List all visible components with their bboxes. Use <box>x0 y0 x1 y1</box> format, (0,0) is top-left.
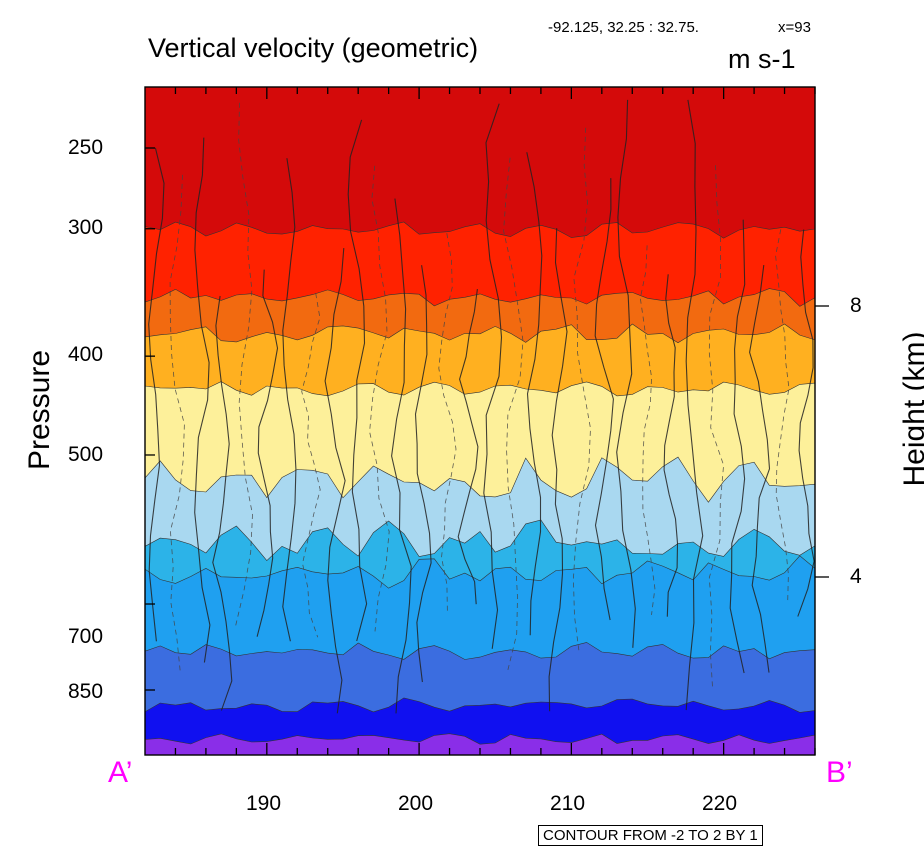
contour-info-box: CONTOUR FROM -2 TO 2 BY 1 <box>538 825 763 846</box>
contour-line <box>414 265 432 683</box>
contour-line <box>503 157 524 671</box>
contour-band <box>145 756 815 760</box>
cross-section-end-label: B’ <box>826 756 853 789</box>
pressure-tick-label: 400 <box>68 343 104 366</box>
contour-line <box>457 289 479 605</box>
contour-line <box>708 165 725 691</box>
contour-band <box>145 733 815 755</box>
filled-contour-bands <box>145 87 815 760</box>
contour-line <box>797 229 815 617</box>
axis-ticks <box>145 87 829 755</box>
contour-line <box>148 147 165 642</box>
contour-line <box>235 102 253 627</box>
contour-line <box>572 127 591 654</box>
contour-line <box>729 219 746 674</box>
contour-line <box>594 178 614 621</box>
contour-line <box>169 174 185 674</box>
height-axis-label: Height (km) <box>898 331 924 487</box>
contour-line <box>391 198 412 714</box>
contour-line <box>616 99 636 648</box>
x-tick-label: 220 <box>702 792 738 815</box>
pressure-tick-label: 700 <box>68 625 104 648</box>
contour-line <box>212 295 233 711</box>
contour-line <box>369 165 390 632</box>
contour-line <box>663 274 679 617</box>
x-tick-label: 190 <box>246 792 282 815</box>
pressure-tick-label: 250 <box>68 136 104 159</box>
contour-lines <box>148 99 815 714</box>
contour-line <box>282 158 297 642</box>
contour-line <box>347 119 368 642</box>
chart-title: Vertical velocity (geometric) <box>148 33 479 63</box>
contour-line <box>301 293 321 638</box>
cross-section-start-label: A’ <box>108 756 133 789</box>
location-readout: -92.125, 32.25 : 32.75. <box>548 19 699 36</box>
contour-line <box>685 99 704 711</box>
contour-line <box>438 233 457 612</box>
pressure-tick-label: 300 <box>68 216 104 239</box>
height-tick-label: 4 <box>850 565 862 588</box>
contour-line <box>526 152 543 636</box>
units-label: m s-1 <box>728 44 796 74</box>
x-tick-label: 210 <box>550 792 586 815</box>
pressure-axis-label: Pressure <box>23 349 56 471</box>
contour-line <box>256 269 279 637</box>
pressure-tick-label: 850 <box>68 680 104 703</box>
contour-line <box>324 248 346 714</box>
contour-line <box>548 228 568 712</box>
x-tick-label: 200 <box>398 792 434 815</box>
pressure-tick-label: 500 <box>68 443 104 466</box>
height-tick-label: 8 <box>850 294 862 317</box>
contour-line <box>194 137 211 663</box>
contour-line <box>749 265 771 673</box>
contour-line <box>639 245 656 615</box>
x-index-readout: x=93 <box>778 19 811 36</box>
contour-line <box>483 103 503 649</box>
